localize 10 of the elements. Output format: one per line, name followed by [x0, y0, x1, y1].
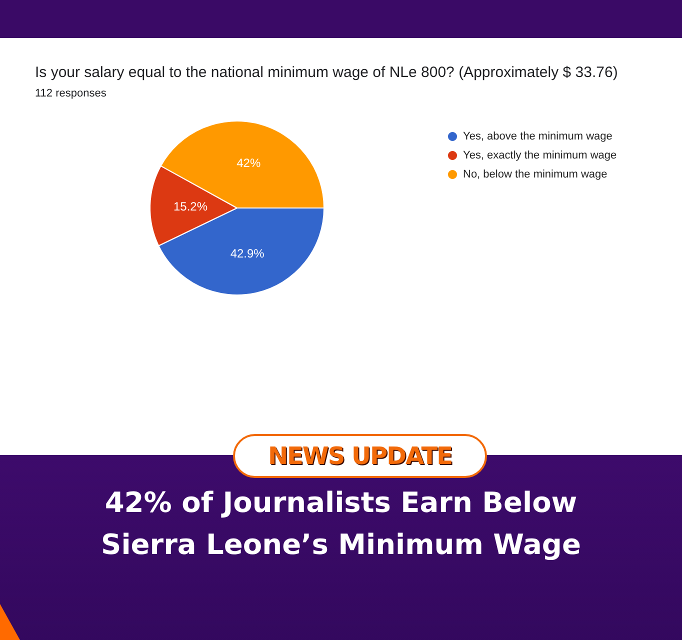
chart-subtitle: 112 responses — [35, 88, 107, 100]
legend-label: No, below the minimum wage — [463, 168, 608, 180]
legend-label: Yes, exactly the minimum wage — [463, 150, 617, 162]
data-label: 42% — [236, 156, 261, 170]
data-label: 42.9% — [230, 246, 265, 260]
data-label: 15.2% — [174, 200, 208, 214]
chart-title: Is your salary equal to the national minimum wage of NLe 800? (Approximately $ 33.76) — [35, 64, 618, 81]
text: 42% of Journalists Earn Below Sierra Leone’s Minimum Wage — [100, 485, 582, 563]
legend-label: Yes, above the minimum wage — [463, 130, 612, 142]
text: NEWS UPDATE — [268, 442, 452, 470]
